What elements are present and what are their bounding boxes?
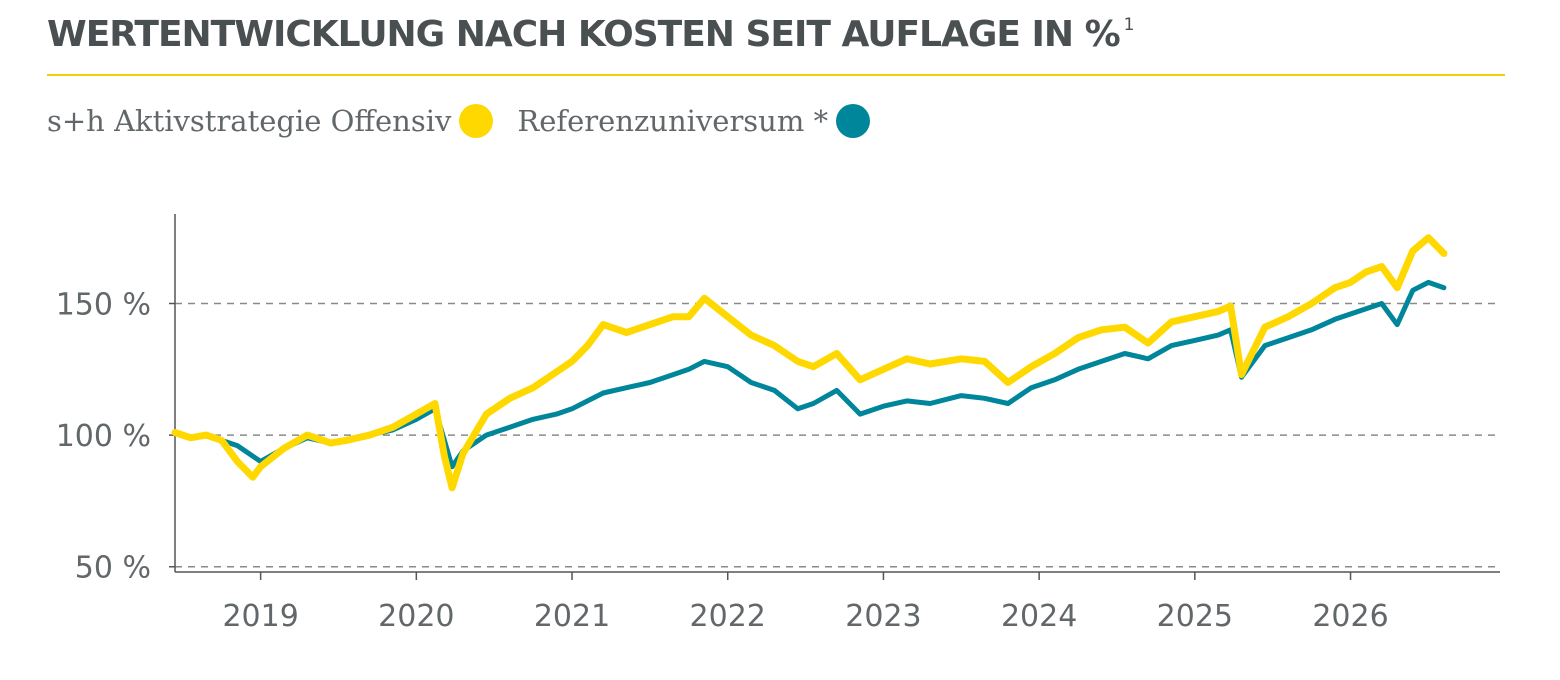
x-tick-label-0: 2019	[222, 599, 298, 634]
y-tick-labels: 50 % 100 % 150 %	[56, 288, 175, 586]
y-tick-label-0: 50 %	[75, 551, 151, 586]
legend-dot-fund	[459, 104, 494, 138]
legend-item-fund: s+h Aktivstrategie Offensiv	[47, 104, 494, 138]
x-tick-label-3: 2022	[690, 599, 766, 634]
series-line-fund	[171, 234, 1448, 492]
chart-title-text: WERTENTWICKLUNG NACH KOSTEN SEIT AUFLAGE…	[47, 14, 1121, 55]
x-tick-label-4: 2023	[845, 599, 921, 634]
y-tick-label-1: 100 %	[56, 419, 151, 454]
y-tick-label-2: 150 %	[56, 288, 151, 323]
legend-label-reference: Referenzuniversum *	[517, 104, 829, 138]
title-footnote-marker: 1	[1123, 15, 1135, 35]
x-tick-label-6: 2025	[1157, 599, 1233, 634]
chart-title: WERTENTWICKLUNG NACH KOSTEN SEIT AUFLAGE…	[47, 14, 1135, 55]
series-lines	[171, 234, 1448, 492]
axes	[174, 214, 1500, 573]
x-tick-label-2: 2021	[534, 599, 610, 634]
x-tick-label-7: 2026	[1312, 599, 1388, 634]
legend: s+h Aktivstrategie Offensiv Referenzuniv…	[47, 104, 894, 138]
title-underline	[47, 74, 1505, 76]
x-tick-label-1: 2020	[378, 599, 454, 634]
legend-item-reference: Referenzuniversum *	[517, 104, 871, 138]
x-tick-labels: 2019 2020 2021 2022 2023 2024 2025 2026	[222, 572, 1389, 634]
legend-dot-reference	[836, 104, 871, 138]
x-tick-label-5: 2024	[1001, 599, 1077, 634]
legend-label-fund: s+h Aktivstrategie Offensiv	[47, 104, 452, 138]
